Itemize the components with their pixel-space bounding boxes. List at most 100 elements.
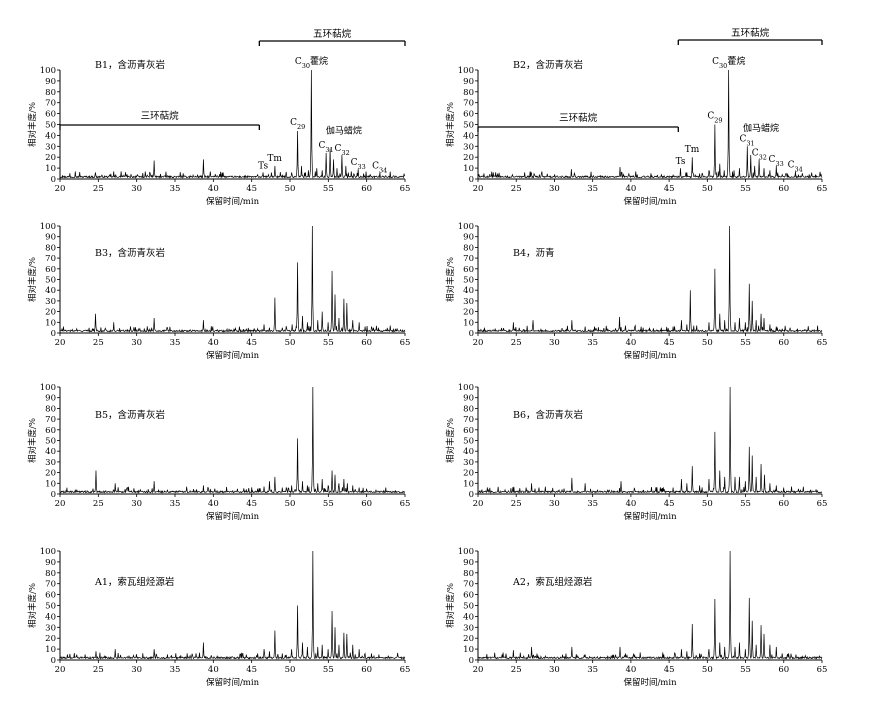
data-point — [749, 283, 750, 284]
data-point — [179, 176, 180, 177]
y-tick-label: 100 — [458, 383, 474, 393]
data-point — [724, 320, 725, 321]
data-point — [95, 172, 96, 173]
x-tick-label: 45 — [664, 499, 675, 509]
data-point — [113, 171, 114, 172]
data-point — [95, 313, 96, 314]
x-tick-label: 20 — [473, 499, 484, 509]
x-tick-label: 35 — [587, 338, 598, 348]
x-tick-label: 60 — [778, 499, 789, 509]
y-tick-label: 50 — [45, 276, 56, 286]
y-tick-label: 30 — [45, 623, 56, 633]
data-point — [756, 476, 757, 477]
tricyclic-bracket: 三环萜烷 — [477, 112, 679, 132]
data-point — [597, 489, 598, 490]
data-point — [571, 169, 572, 170]
data-point — [85, 490, 86, 491]
data-point — [648, 329, 649, 330]
data-point — [232, 330, 233, 331]
data-point — [274, 165, 275, 166]
data-point — [322, 170, 323, 171]
data-point — [760, 313, 761, 314]
data-point — [752, 620, 753, 621]
data-point — [301, 165, 302, 166]
y-tick-label: 80 — [45, 569, 56, 579]
y-tick-label: 10 — [463, 645, 474, 655]
data-point — [385, 175, 386, 176]
data-point — [335, 294, 336, 295]
x-axis-label: 保留时间/min — [623, 677, 677, 688]
pentacyclic-bracket: 五环萜烷 — [677, 27, 823, 45]
series-line — [59, 386, 406, 494]
data-point — [672, 175, 673, 176]
data-point — [558, 490, 559, 491]
peak-label: C30藿烷 — [295, 55, 328, 70]
data-point — [620, 646, 621, 647]
x-tick-label: 55 — [323, 665, 334, 675]
x-tick-label: 25 — [93, 184, 104, 194]
data-point — [371, 326, 372, 327]
data-point — [782, 328, 783, 329]
x-tick-label: 45 — [246, 665, 257, 675]
y-tick-label: 50 — [45, 602, 56, 612]
peak-label: Ts — [676, 157, 686, 167]
y-tick-label: 60 — [463, 591, 474, 601]
y-tick-label: 80 — [45, 243, 56, 253]
y-tick-label: 90 — [45, 233, 56, 243]
data-point — [805, 329, 806, 330]
x-tick-label: 40 — [625, 499, 636, 509]
data-point — [358, 649, 359, 650]
data-point — [333, 159, 334, 160]
data-point — [691, 466, 692, 467]
data-point — [397, 656, 398, 657]
x-tick-label: 40 — [208, 184, 219, 194]
data-point — [263, 324, 264, 325]
data-point — [776, 646, 777, 647]
data-point — [708, 322, 709, 323]
y-tick-label: 100 — [40, 383, 56, 393]
data-point — [571, 320, 572, 321]
data-point — [263, 649, 264, 650]
y-axis-label: 相对丰度/% — [27, 418, 38, 463]
data-point — [728, 69, 729, 70]
y-tick-label: 100 — [40, 66, 56, 76]
x-tick-label: 40 — [208, 499, 219, 509]
data-point — [307, 485, 308, 486]
data-point — [497, 491, 498, 492]
data-point — [388, 655, 389, 656]
data-point — [297, 605, 298, 606]
x-axis-label: 保留时间/min — [623, 350, 677, 361]
data-point — [332, 270, 333, 271]
y-tick-label: 30 — [463, 142, 474, 152]
data-point — [203, 642, 204, 643]
data-point — [675, 653, 676, 654]
y-tick-label: 90 — [45, 77, 56, 87]
x-tick-label: 25 — [511, 338, 522, 348]
data-point — [371, 653, 372, 654]
data-point — [366, 488, 367, 489]
data-point — [317, 320, 318, 321]
data-point — [571, 646, 572, 647]
data-point — [513, 322, 514, 323]
data-point — [338, 483, 339, 484]
data-point — [312, 225, 313, 226]
x-tick-label: 25 — [93, 499, 104, 509]
data-point — [385, 490, 386, 491]
chart-title: B2，含沥青灰岩 — [513, 59, 583, 71]
data-point — [734, 646, 735, 647]
x-axis-label: 保留时间/min — [623, 196, 677, 207]
data-point — [274, 297, 275, 298]
x-tick-label: 30 — [549, 338, 560, 348]
data-point — [332, 470, 333, 471]
y-tick-label: 0 — [51, 329, 56, 339]
data-point — [776, 326, 777, 327]
x-tick-label: 40 — [625, 665, 636, 675]
data-point — [485, 330, 486, 331]
data-point — [352, 485, 353, 486]
y-tick-label: 40 — [463, 612, 474, 622]
data-point — [75, 171, 76, 172]
data-point — [739, 168, 740, 169]
data-point — [523, 176, 524, 177]
